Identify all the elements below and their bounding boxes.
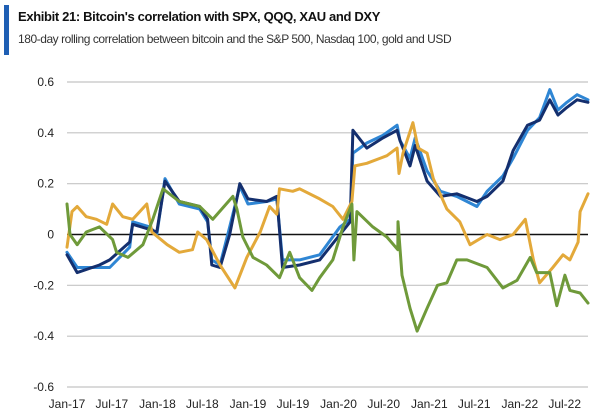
series-line-3 xyxy=(65,121,590,290)
x-tick-label: Jul-22 xyxy=(548,397,581,411)
chart-title: Exhibit 21: Bitcoin's correlation with S… xyxy=(18,9,381,24)
x-tick-label: Jul-17 xyxy=(96,397,129,411)
y-tick-label: 0.4 xyxy=(37,126,54,140)
y-tick-label: 0 xyxy=(47,228,54,242)
x-tick-label: Jan-17 xyxy=(49,397,86,411)
y-axis-ticks: 0.6 0.4 0.2 0 -0.2 -0.4 -0.6 xyxy=(33,75,54,394)
series-line-2 xyxy=(65,98,590,275)
y-tick-label: 0.6 xyxy=(37,75,54,89)
x-axis-ticks: Jan-17 Jul-17 Jan-18 Jul-18 Jan-19 Jul-19 Jan-… xyxy=(49,397,582,411)
x-tick-label: Jul-19 xyxy=(277,397,310,411)
x-tick-label: Jan-19 xyxy=(230,397,267,411)
y-tick-label: -0.2 xyxy=(33,278,54,292)
x-tick-label: Jan-21 xyxy=(411,397,448,411)
y-tick-label: -0.6 xyxy=(33,380,54,394)
series-lines xyxy=(65,88,590,333)
x-tick-label: Jan-20 xyxy=(320,397,357,411)
chart-subtitle: 180-day rolling correlation between bitc… xyxy=(18,32,452,46)
y-tick-label: -0.4 xyxy=(33,329,54,343)
y-tick-label: 0.2 xyxy=(37,177,54,191)
series-line-4 xyxy=(65,187,590,333)
x-tick-label: Jul-21 xyxy=(458,397,491,411)
x-tick-label: Jul-18 xyxy=(186,397,219,411)
x-tick-label: Jan-22 xyxy=(501,397,538,411)
title-accent-bar xyxy=(4,5,9,55)
x-tick-label: Jan-18 xyxy=(139,397,176,411)
x-tick-label: Jul-20 xyxy=(367,397,400,411)
